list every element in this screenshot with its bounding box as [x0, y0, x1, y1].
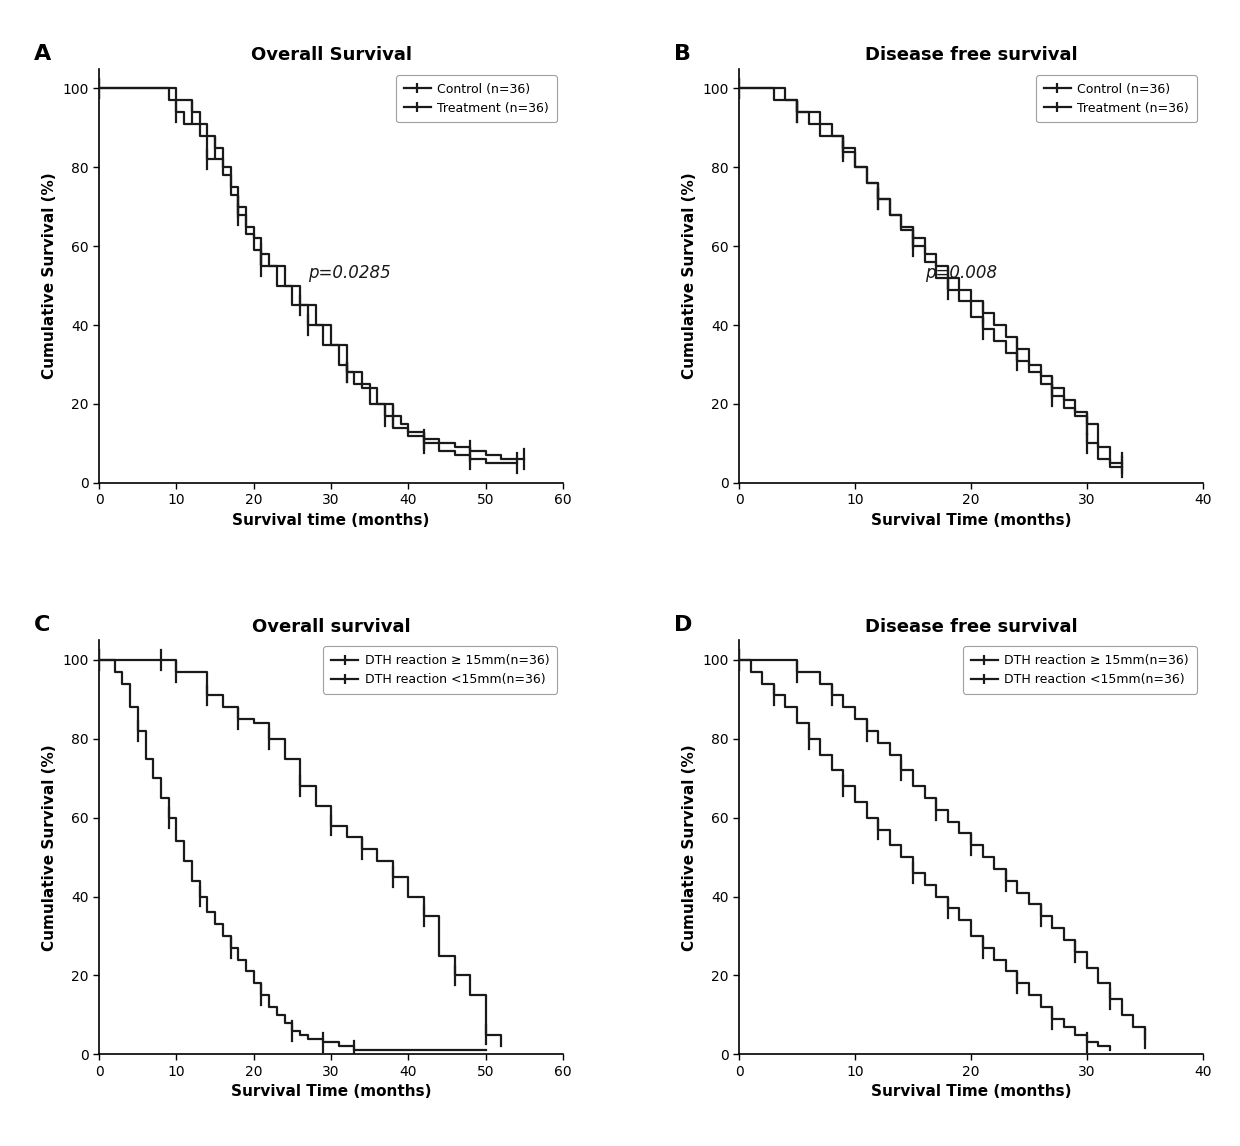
Title: Overall Survival: Overall Survival — [250, 47, 412, 64]
Legend: DTH reaction ≥ 15mm(n=36), DTH reaction <15mm(n=36): DTH reaction ≥ 15mm(n=36), DTH reaction … — [324, 646, 557, 693]
Title: Overall survival: Overall survival — [252, 618, 410, 636]
Text: A: A — [35, 44, 52, 64]
Y-axis label: Cumulative Survival (%): Cumulative Survival (%) — [682, 744, 697, 950]
Text: p=0.008: p=0.008 — [925, 264, 997, 282]
X-axis label: Survival Time (months): Survival Time (months) — [870, 1084, 1071, 1099]
Y-axis label: Cumulative Survival (%): Cumulative Survival (%) — [682, 173, 697, 379]
Text: D: D — [675, 615, 693, 635]
Text: B: B — [675, 44, 691, 64]
Legend: DTH reaction ≥ 15mm(n=36), DTH reaction <15mm(n=36): DTH reaction ≥ 15mm(n=36), DTH reaction … — [963, 646, 1197, 693]
X-axis label: Survival time (months): Survival time (months) — [232, 512, 430, 528]
Y-axis label: Cumulative Survival (%): Cumulative Survival (%) — [42, 744, 57, 950]
Title: Disease free survival: Disease free survival — [864, 47, 1078, 64]
X-axis label: Survival Time (months): Survival Time (months) — [870, 512, 1071, 528]
Title: Disease free survival: Disease free survival — [864, 618, 1078, 636]
Text: p=0.0285: p=0.0285 — [308, 264, 391, 282]
Legend: Control (n=36), Treatment (n=36): Control (n=36), Treatment (n=36) — [396, 74, 557, 123]
Y-axis label: Cumulative Survival (%): Cumulative Survival (%) — [42, 173, 57, 379]
X-axis label: Survival Time (months): Survival Time (months) — [231, 1084, 432, 1099]
Text: C: C — [35, 615, 51, 635]
Legend: Control (n=36), Treatment (n=36): Control (n=36), Treatment (n=36) — [1037, 74, 1197, 123]
